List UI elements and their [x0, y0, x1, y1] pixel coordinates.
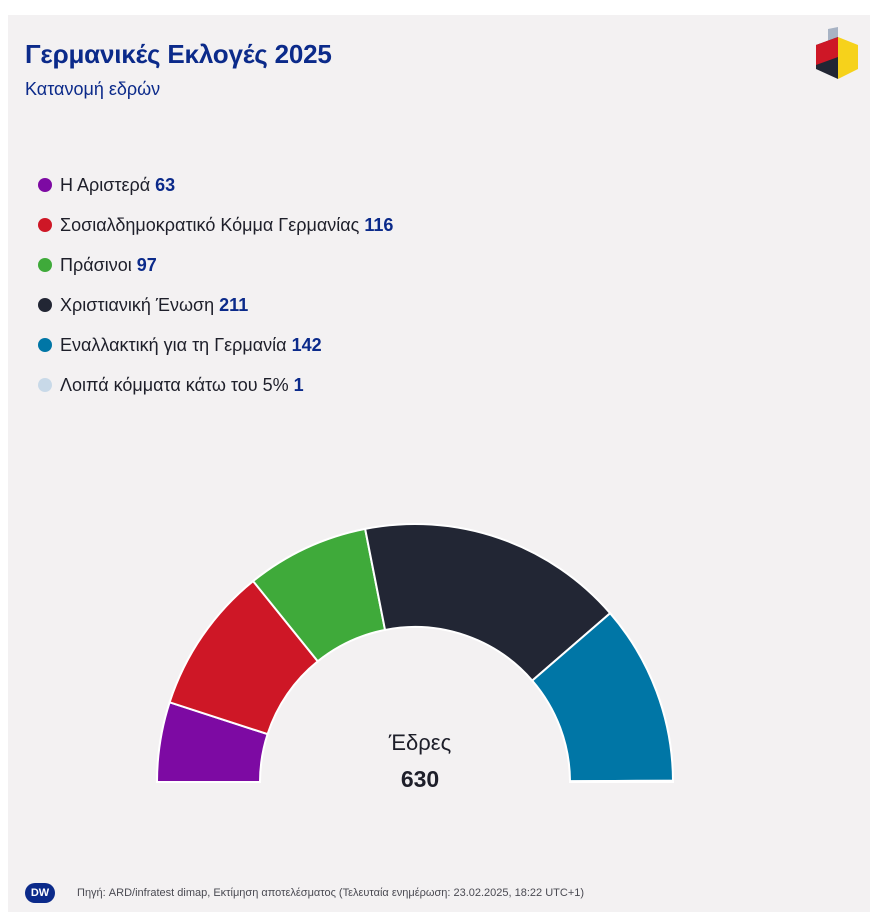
legend-value: 1: [293, 374, 304, 395]
legend-item: Πράσινοι 97: [38, 245, 393, 285]
center-label: Έδρες: [388, 730, 451, 755]
legend-label: Σοσιαλδημοκρατικό Κόμμα Γερμανίας: [60, 214, 360, 235]
legend-value: 116: [364, 214, 394, 235]
legend-swatch: [38, 258, 52, 272]
chart-subtitle: Κατανομή εδρών: [25, 79, 161, 99]
legend-label: Πράσινοι: [60, 254, 132, 275]
seat-segment: [568, 779, 675, 783]
center-value: 630: [401, 766, 439, 792]
source-note: Πηγή: ARD/infratest dimap, Εκτίμηση αποτ…: [77, 887, 585, 899]
legend-label: Εναλλακτική για τη Γερμανία: [60, 334, 287, 355]
legend-item: Εναλλακτική για τη Γερμανία 142: [38, 325, 393, 365]
legend-item: Χριστιανική Ένωση 211: [38, 285, 393, 325]
legend-item: Η Αριστερά 63: [38, 165, 393, 205]
legend-item: Σοσιαλδημοκρατικό Κόμμα Γερμανίας 116: [38, 205, 393, 245]
chart-title: Γερμανικές Εκλογές 2025: [25, 39, 332, 69]
legend-value: 97: [136, 254, 157, 275]
legend-value: 211: [219, 294, 249, 315]
ballot-box-icon: [816, 27, 858, 79]
dw-logo[interactable]: DW: [25, 883, 55, 903]
seat-chart: Έδρες 630: [155, 523, 675, 792]
legend-value: 63: [155, 174, 176, 195]
legend-swatch: [38, 378, 52, 392]
legend-label: Λοιπά κόμματα κάτω του 5%: [60, 374, 289, 395]
legend-value: 142: [291, 334, 322, 355]
chart-card: Γερμανικές Εκλογές 2025 Κατανομή εδρών Η…: [8, 15, 870, 912]
legend-swatch: [38, 218, 52, 232]
legend-label: Χριστιανική Ένωση: [60, 294, 215, 315]
legend: Η Αριστερά 63 Σοσιαλδημοκρατικό Κόμμα Γερμ…: [38, 165, 393, 405]
legend-item: Λοιπά κόμματα κάτω του 5% 1: [38, 365, 393, 405]
legend-label: Η Αριστερά: [60, 174, 151, 195]
legend-swatch: [38, 178, 52, 192]
footer: DW Πηγή: ARD/infratest dimap, Εκτίμηση α…: [25, 883, 584, 903]
legend-swatch: [38, 298, 52, 312]
legend-swatch: [38, 338, 52, 352]
seat-segment: [363, 523, 612, 683]
